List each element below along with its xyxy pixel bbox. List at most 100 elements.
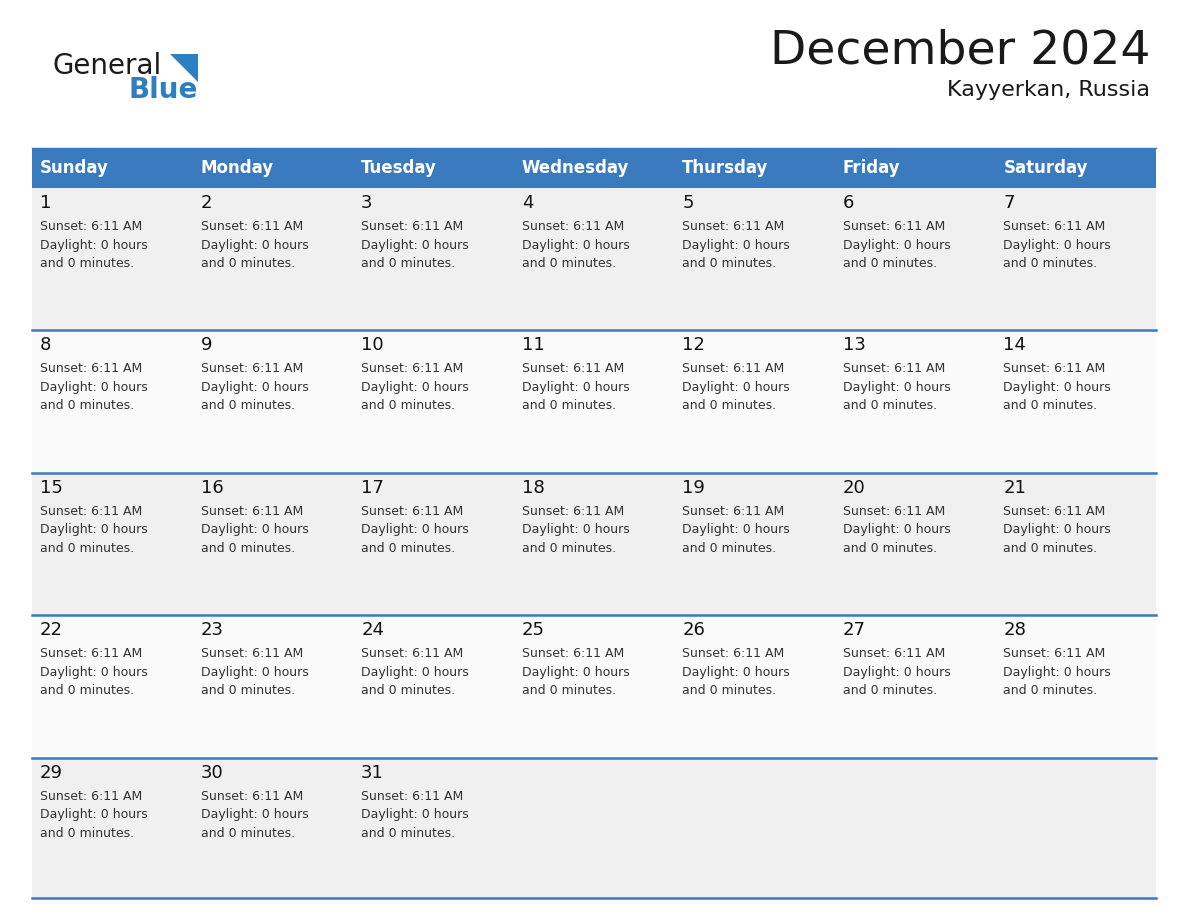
Text: 13: 13 (842, 336, 866, 354)
Text: Sunset: 6:11 AM
Daylight: 0 hours
and 0 minutes.: Sunset: 6:11 AM Daylight: 0 hours and 0 … (201, 220, 309, 270)
Text: 7: 7 (1004, 194, 1015, 212)
Text: Sunset: 6:11 AM
Daylight: 0 hours
and 0 minutes.: Sunset: 6:11 AM Daylight: 0 hours and 0 … (1004, 363, 1111, 412)
Text: Sunset: 6:11 AM
Daylight: 0 hours
and 0 minutes.: Sunset: 6:11 AM Daylight: 0 hours and 0 … (1004, 505, 1111, 554)
Text: Sunset: 6:11 AM
Daylight: 0 hours
and 0 minutes.: Sunset: 6:11 AM Daylight: 0 hours and 0 … (361, 505, 469, 554)
Bar (835, 473, 996, 615)
Bar (32, 615, 192, 757)
Text: 20: 20 (842, 479, 866, 497)
Text: Sunset: 6:11 AM
Daylight: 0 hours
and 0 minutes.: Sunset: 6:11 AM Daylight: 0 hours and 0 … (522, 363, 630, 412)
Bar (835, 757, 996, 900)
Text: 15: 15 (40, 479, 63, 497)
Text: Friday: Friday (842, 159, 901, 177)
Bar (675, 188, 835, 330)
Bar (513, 148, 675, 188)
Bar (353, 473, 513, 615)
Bar (353, 188, 513, 330)
Bar (675, 148, 835, 188)
Text: Sunset: 6:11 AM
Daylight: 0 hours
and 0 minutes.: Sunset: 6:11 AM Daylight: 0 hours and 0 … (40, 220, 147, 270)
Bar (513, 757, 675, 900)
Bar (835, 615, 996, 757)
Text: 21: 21 (1004, 479, 1026, 497)
Text: December 2024: December 2024 (770, 28, 1150, 73)
Text: Sunset: 6:11 AM
Daylight: 0 hours
and 0 minutes.: Sunset: 6:11 AM Daylight: 0 hours and 0 … (842, 220, 950, 270)
Text: Sunset: 6:11 AM
Daylight: 0 hours
and 0 minutes.: Sunset: 6:11 AM Daylight: 0 hours and 0 … (522, 647, 630, 697)
Bar (675, 757, 835, 900)
Bar (192, 757, 353, 900)
Bar (675, 615, 835, 757)
Text: 3: 3 (361, 194, 373, 212)
Text: Sunset: 6:11 AM
Daylight: 0 hours
and 0 minutes.: Sunset: 6:11 AM Daylight: 0 hours and 0 … (522, 220, 630, 270)
Text: Sunset: 6:11 AM
Daylight: 0 hours
and 0 minutes.: Sunset: 6:11 AM Daylight: 0 hours and 0 … (842, 363, 950, 412)
Text: 1: 1 (40, 194, 51, 212)
Bar (192, 148, 353, 188)
Text: 16: 16 (201, 479, 223, 497)
Text: Sunset: 6:11 AM
Daylight: 0 hours
and 0 minutes.: Sunset: 6:11 AM Daylight: 0 hours and 0 … (361, 647, 469, 697)
Text: 26: 26 (682, 621, 706, 639)
Text: 18: 18 (522, 479, 544, 497)
Text: Sunset: 6:11 AM
Daylight: 0 hours
and 0 minutes.: Sunset: 6:11 AM Daylight: 0 hours and 0 … (682, 363, 790, 412)
Text: Sunset: 6:11 AM
Daylight: 0 hours
and 0 minutes.: Sunset: 6:11 AM Daylight: 0 hours and 0 … (682, 220, 790, 270)
Text: Wednesday: Wednesday (522, 159, 630, 177)
Text: 25: 25 (522, 621, 545, 639)
Bar (996, 757, 1156, 900)
Bar (32, 330, 192, 473)
Bar (353, 148, 513, 188)
Bar (192, 615, 353, 757)
Text: 5: 5 (682, 194, 694, 212)
Bar (513, 330, 675, 473)
Bar (192, 330, 353, 473)
Bar (353, 615, 513, 757)
Bar (192, 473, 353, 615)
Polygon shape (170, 54, 198, 82)
Text: Thursday: Thursday (682, 159, 769, 177)
Text: Sunset: 6:11 AM
Daylight: 0 hours
and 0 minutes.: Sunset: 6:11 AM Daylight: 0 hours and 0 … (40, 505, 147, 554)
Text: Sunset: 6:11 AM
Daylight: 0 hours
and 0 minutes.: Sunset: 6:11 AM Daylight: 0 hours and 0 … (201, 505, 309, 554)
Text: Tuesday: Tuesday (361, 159, 437, 177)
Text: 2: 2 (201, 194, 213, 212)
Bar (32, 148, 192, 188)
Bar (192, 188, 353, 330)
Text: 14: 14 (1004, 336, 1026, 354)
Bar (835, 330, 996, 473)
Text: Sunset: 6:11 AM
Daylight: 0 hours
and 0 minutes.: Sunset: 6:11 AM Daylight: 0 hours and 0 … (682, 647, 790, 697)
Text: 27: 27 (842, 621, 866, 639)
Text: Sunset: 6:11 AM
Daylight: 0 hours
and 0 minutes.: Sunset: 6:11 AM Daylight: 0 hours and 0 … (1004, 647, 1111, 697)
Bar (32, 188, 192, 330)
Bar (513, 188, 675, 330)
Bar (353, 330, 513, 473)
Text: Sunset: 6:11 AM
Daylight: 0 hours
and 0 minutes.: Sunset: 6:11 AM Daylight: 0 hours and 0 … (201, 789, 309, 840)
Text: Sunset: 6:11 AM
Daylight: 0 hours
and 0 minutes.: Sunset: 6:11 AM Daylight: 0 hours and 0 … (522, 505, 630, 554)
Text: Sunset: 6:11 AM
Daylight: 0 hours
and 0 minutes.: Sunset: 6:11 AM Daylight: 0 hours and 0 … (361, 363, 469, 412)
Text: Sunset: 6:11 AM
Daylight: 0 hours
and 0 minutes.: Sunset: 6:11 AM Daylight: 0 hours and 0 … (40, 789, 147, 840)
Text: 12: 12 (682, 336, 706, 354)
Bar (675, 330, 835, 473)
Text: 24: 24 (361, 621, 384, 639)
Text: Sunset: 6:11 AM
Daylight: 0 hours
and 0 minutes.: Sunset: 6:11 AM Daylight: 0 hours and 0 … (40, 363, 147, 412)
Bar (996, 148, 1156, 188)
Text: Monday: Monday (201, 159, 273, 177)
Text: 6: 6 (842, 194, 854, 212)
Bar (996, 188, 1156, 330)
Text: Kayyerkan, Russia: Kayyerkan, Russia (947, 80, 1150, 100)
Text: 22: 22 (40, 621, 63, 639)
Bar (835, 148, 996, 188)
Text: Blue: Blue (128, 76, 198, 104)
Text: 11: 11 (522, 336, 544, 354)
Bar (513, 473, 675, 615)
Text: Sunset: 6:11 AM
Daylight: 0 hours
and 0 minutes.: Sunset: 6:11 AM Daylight: 0 hours and 0 … (361, 789, 469, 840)
Text: 28: 28 (1004, 621, 1026, 639)
Text: Sunset: 6:11 AM
Daylight: 0 hours
and 0 minutes.: Sunset: 6:11 AM Daylight: 0 hours and 0 … (201, 647, 309, 697)
Bar (353, 757, 513, 900)
Text: 19: 19 (682, 479, 706, 497)
Text: 29: 29 (40, 764, 63, 781)
Text: Saturday: Saturday (1004, 159, 1088, 177)
Bar (996, 615, 1156, 757)
Bar (835, 188, 996, 330)
Bar (996, 330, 1156, 473)
Text: Sunday: Sunday (40, 159, 109, 177)
Bar (513, 615, 675, 757)
Text: 23: 23 (201, 621, 223, 639)
Text: Sunset: 6:11 AM
Daylight: 0 hours
and 0 minutes.: Sunset: 6:11 AM Daylight: 0 hours and 0 … (682, 505, 790, 554)
Text: Sunset: 6:11 AM
Daylight: 0 hours
and 0 minutes.: Sunset: 6:11 AM Daylight: 0 hours and 0 … (1004, 220, 1111, 270)
Bar (675, 473, 835, 615)
